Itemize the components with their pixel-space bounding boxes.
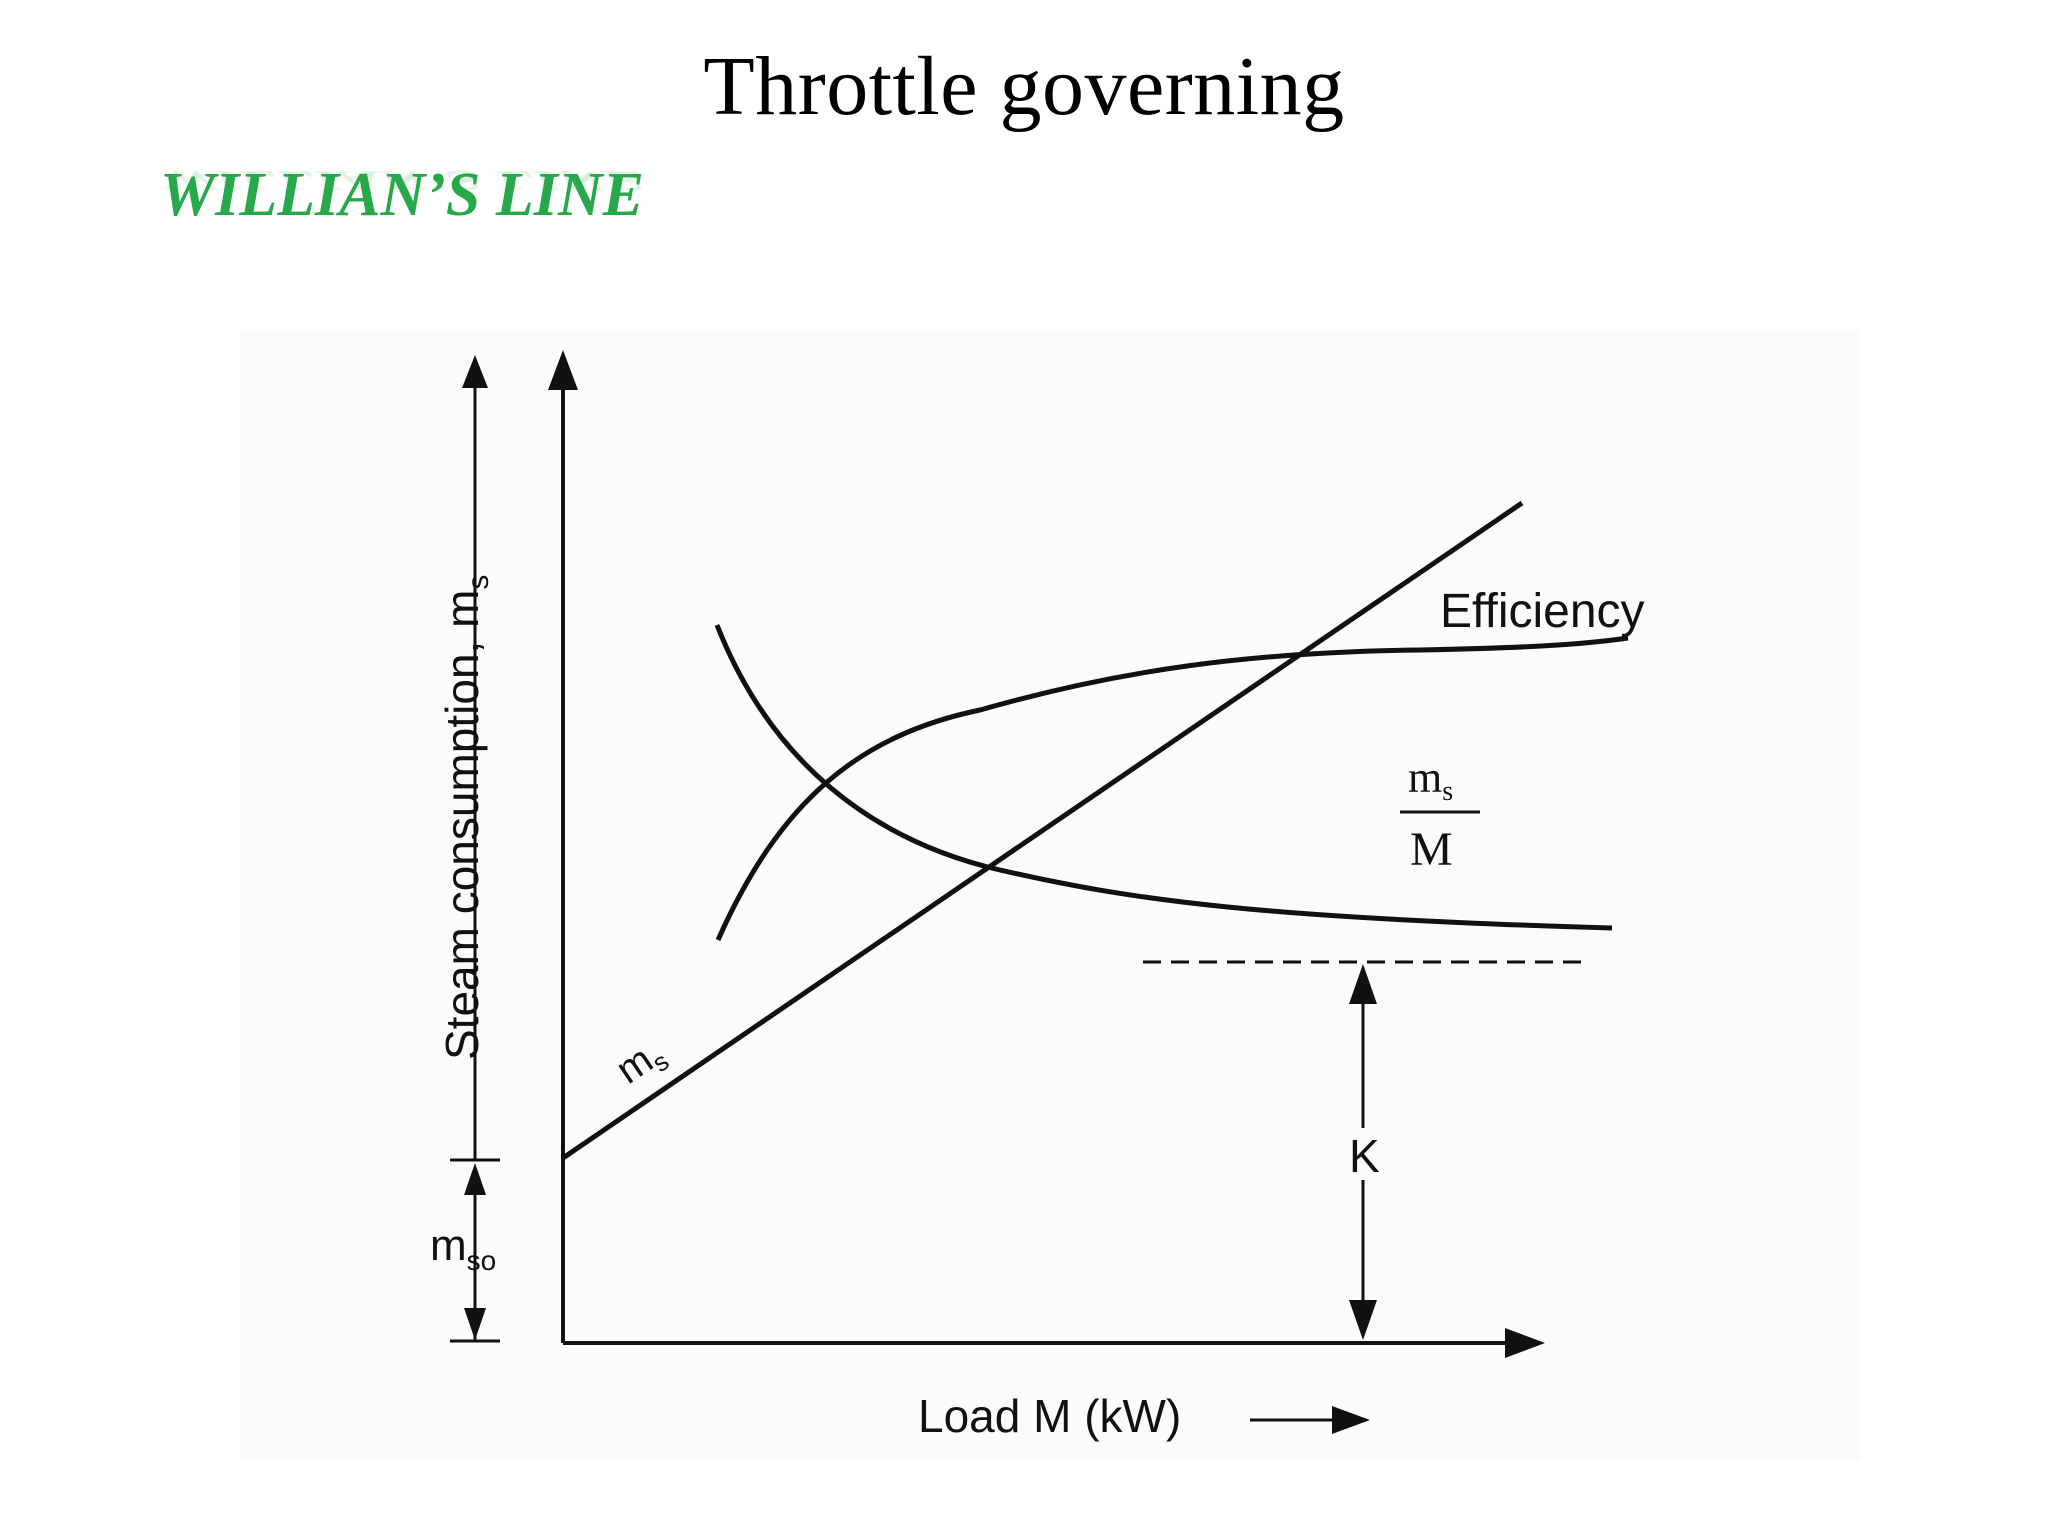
m-so-arrowhead-up [464, 1163, 486, 1195]
k-arrowhead-bottom [1349, 1300, 1377, 1340]
m-so-label: mso [430, 1221, 496, 1276]
subtitle: WILLIAN’S LINE [160, 161, 645, 229]
x-axis-arrowhead [1505, 1328, 1545, 1358]
y-axis-arrowhead [548, 350, 578, 390]
y-axis-label: Steam consumption, ms [436, 575, 495, 1060]
specific-steam-consumption-curve [714, 624, 1613, 931]
m-so-arrowhead-down [464, 1308, 486, 1340]
efficiency-label: Efficiency [1440, 585, 1645, 638]
k-arrowhead-top [1349, 964, 1377, 1004]
ratio-denominator: M [1410, 823, 1453, 876]
k-label: K [1349, 1130, 1380, 1182]
ms-line [561, 500, 1524, 1161]
efficiency-curve [715, 635, 1629, 942]
k-label-background [1345, 1128, 1381, 1180]
y-dimension-arrowhead-top [462, 355, 488, 388]
slide-title: Throttle governing [703, 40, 1345, 133]
ratio-numerator: ms [1408, 753, 1453, 807]
diagram-background [240, 330, 1860, 1460]
x-axis-label: Load M (kW) [918, 1390, 1181, 1442]
x-label-arrowhead [1332, 1406, 1370, 1434]
